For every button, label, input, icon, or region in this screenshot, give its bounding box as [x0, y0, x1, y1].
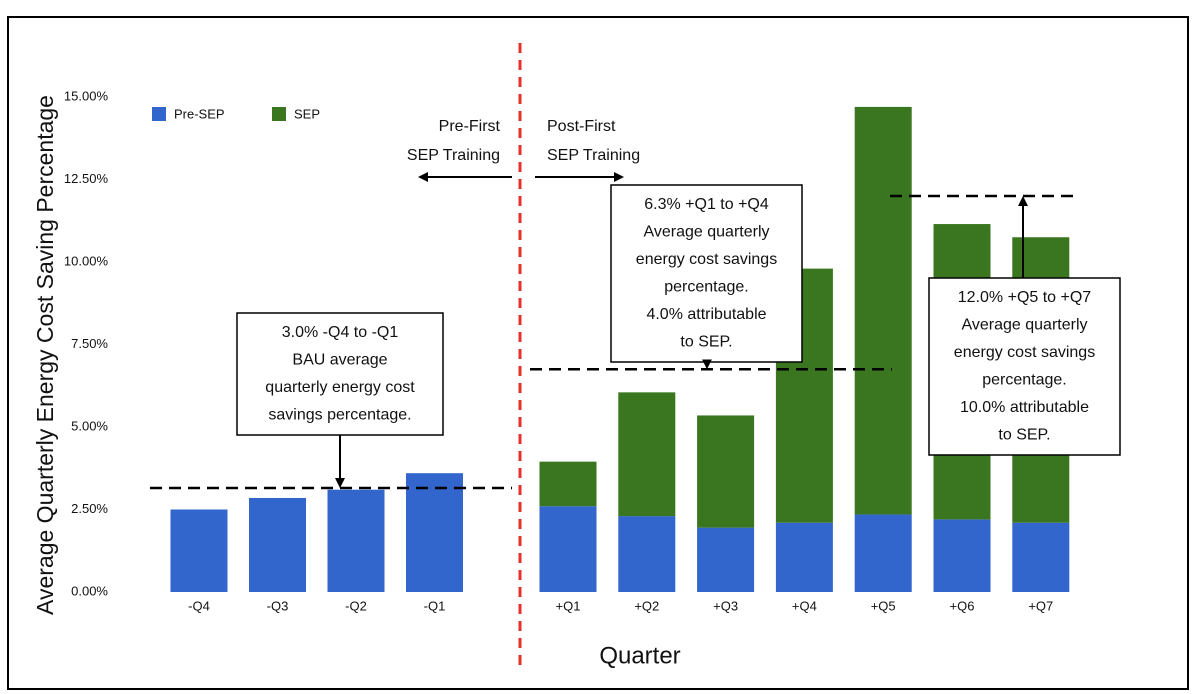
bar-segment	[697, 415, 755, 528]
annotation-text: 4.0% attributable	[646, 306, 766, 323]
bar-segment	[618, 392, 676, 517]
x-tick-label: +Q5	[871, 598, 896, 613]
legend-swatch	[152, 107, 166, 121]
annotation-text: 3.0% -Q4 to -Q1	[282, 324, 399, 341]
annotation-text: 10.0% attributable	[960, 399, 1089, 416]
annotation-text: BAU average	[292, 352, 387, 369]
y-axis-label: Average Quarterly Energy Cost Saving Per…	[32, 95, 58, 615]
bar-segment	[249, 497, 306, 592]
annotation-text: to SEP.	[680, 334, 732, 351]
x-axis-label: Quarter	[599, 642, 680, 669]
x-tick-label: +Q1	[556, 598, 581, 613]
y-tick-label: 10.00%	[64, 253, 109, 268]
annotation-text: energy cost savings	[954, 344, 1095, 361]
annotation-box	[236, 312, 444, 436]
x-tick-label: +Q3	[713, 598, 738, 613]
annotation-text: percentage.	[982, 372, 1067, 389]
bar-segment	[327, 489, 385, 592]
x-tick-label: -Q3	[267, 598, 289, 613]
y-tick-label: 12.50%	[64, 171, 109, 186]
annotation-text: percentage.	[664, 279, 749, 296]
y-tick-label: 15.00%	[64, 88, 109, 103]
period-label: SEP Training	[547, 147, 640, 164]
bar-segment	[854, 106, 912, 515]
x-tick-label: -Q1	[424, 598, 446, 613]
annotation-text: Average quarterly	[962, 317, 1088, 334]
period-label: Pre-First	[439, 118, 501, 135]
annotation-box	[928, 277, 1121, 456]
frame	[7, 16, 1189, 690]
annotation-text: energy cost savings	[636, 251, 777, 268]
bar-segment	[618, 516, 676, 592]
bar-segment	[775, 522, 833, 592]
annotation-text: quarterly energy cost	[265, 379, 415, 396]
bar-segment	[1012, 522, 1070, 592]
bar-segment	[933, 519, 991, 592]
annotation-text: 12.0% +Q5 to +Q7	[958, 289, 1092, 306]
y-tick-label: 0.00%	[71, 583, 108, 598]
bar-segment	[170, 509, 228, 592]
annotation-text: 6.3% +Q1 to +Q4	[644, 196, 769, 213]
bar-segment	[697, 527, 755, 592]
legend-swatch	[272, 107, 286, 121]
bar-segment	[539, 506, 597, 592]
annotation-box	[610, 184, 803, 363]
legend-label: Pre-SEP	[174, 106, 225, 121]
bar-segment	[406, 473, 463, 592]
annotation-text: to SEP.	[998, 427, 1050, 444]
bar-segment	[854, 514, 912, 592]
x-tick-label: +Q4	[792, 598, 817, 613]
x-tick-label: +Q2	[634, 598, 659, 613]
x-tick-label: +Q6	[950, 598, 975, 613]
y-tick-label: 2.50%	[71, 501, 108, 516]
period-label: SEP Training	[407, 147, 500, 164]
annotation-text: Average quarterly	[644, 224, 770, 241]
y-tick-label: 7.50%	[71, 336, 108, 351]
period-label: Post-First	[547, 118, 616, 135]
annotation-text: savings percentage.	[268, 407, 411, 424]
x-tick-label: +Q7	[1028, 598, 1053, 613]
x-tick-label: -Q2	[345, 598, 367, 613]
legend-label: SEP	[294, 106, 320, 121]
bar-segment	[539, 461, 597, 507]
x-tick-label: -Q4	[188, 598, 210, 613]
y-tick-label: 5.00%	[71, 418, 108, 433]
